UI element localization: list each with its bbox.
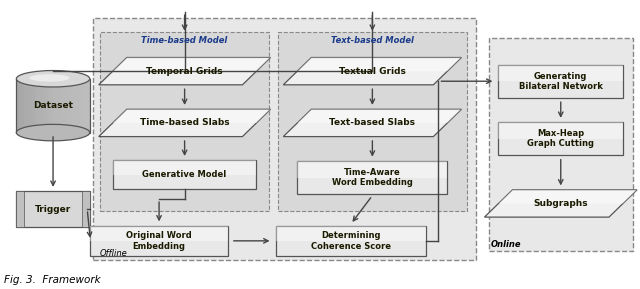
Bar bbox=[298, 161, 447, 194]
Polygon shape bbox=[113, 109, 271, 123]
Polygon shape bbox=[284, 109, 461, 137]
Text: Textual Grids: Textual Grids bbox=[339, 67, 406, 76]
Bar bbox=[45, 79, 49, 133]
Bar bbox=[68, 79, 72, 133]
Polygon shape bbox=[298, 58, 461, 71]
Bar bbox=[17, 79, 90, 133]
Bar bbox=[20, 79, 24, 133]
Bar bbox=[24, 79, 28, 133]
Polygon shape bbox=[298, 109, 461, 123]
Bar bbox=[499, 65, 623, 81]
Bar bbox=[49, 79, 53, 133]
Text: Original Word
Embedding: Original Word Embedding bbox=[126, 231, 192, 251]
Text: Generating
Bilateral Network: Generating Bilateral Network bbox=[519, 71, 603, 91]
Bar bbox=[60, 79, 64, 133]
Bar bbox=[42, 79, 45, 133]
Text: Offline: Offline bbox=[100, 249, 127, 258]
Text: Max-Heap
Graph Cutting: Max-Heap Graph Cutting bbox=[527, 129, 595, 149]
Bar bbox=[57, 79, 60, 133]
Bar bbox=[83, 79, 86, 133]
Bar bbox=[86, 79, 90, 133]
Bar bbox=[75, 79, 79, 133]
Bar bbox=[17, 191, 24, 227]
Bar bbox=[276, 226, 426, 241]
Text: Dataset: Dataset bbox=[33, 101, 73, 110]
Bar bbox=[113, 160, 257, 189]
Bar bbox=[28, 79, 31, 133]
Text: Time-Aware
Word Embedding: Time-Aware Word Embedding bbox=[332, 168, 413, 187]
Polygon shape bbox=[113, 58, 271, 71]
Polygon shape bbox=[99, 58, 271, 85]
Bar bbox=[64, 79, 68, 133]
FancyBboxPatch shape bbox=[93, 18, 476, 260]
Polygon shape bbox=[484, 190, 637, 217]
Text: Temporal Grids: Temporal Grids bbox=[147, 67, 223, 76]
FancyBboxPatch shape bbox=[278, 32, 467, 211]
Bar bbox=[17, 191, 90, 227]
Text: Determining
Coherence Score: Determining Coherence Score bbox=[310, 231, 390, 251]
Polygon shape bbox=[499, 190, 637, 203]
Bar bbox=[90, 226, 228, 241]
Text: Time-based Slabs: Time-based Slabs bbox=[140, 118, 229, 127]
Bar bbox=[79, 79, 83, 133]
Bar bbox=[90, 226, 228, 256]
Bar bbox=[17, 79, 20, 133]
Text: Generative Model: Generative Model bbox=[143, 170, 227, 179]
Bar bbox=[53, 79, 57, 133]
Bar bbox=[499, 122, 623, 155]
Text: Fig. 3.  Framework: Fig. 3. Framework bbox=[4, 275, 100, 286]
Bar bbox=[276, 226, 426, 256]
Bar bbox=[17, 79, 90, 133]
FancyBboxPatch shape bbox=[489, 38, 633, 251]
Bar bbox=[31, 79, 35, 133]
Polygon shape bbox=[99, 109, 271, 137]
Polygon shape bbox=[284, 58, 461, 85]
Text: Time-based Model: Time-based Model bbox=[141, 36, 228, 45]
Bar bbox=[499, 65, 623, 98]
Text: Text-based Slabs: Text-based Slabs bbox=[330, 118, 415, 127]
Bar bbox=[83, 191, 90, 227]
Bar bbox=[298, 161, 447, 177]
Bar bbox=[72, 79, 75, 133]
FancyBboxPatch shape bbox=[100, 32, 269, 211]
Ellipse shape bbox=[29, 74, 70, 81]
Bar bbox=[38, 79, 42, 133]
Text: Trigger: Trigger bbox=[35, 205, 71, 214]
Ellipse shape bbox=[17, 71, 90, 87]
Text: Text-based Model: Text-based Model bbox=[331, 36, 414, 45]
Bar bbox=[35, 79, 38, 133]
Ellipse shape bbox=[17, 124, 90, 141]
Bar bbox=[499, 122, 623, 139]
Text: Online: Online bbox=[490, 240, 521, 249]
Bar bbox=[113, 160, 257, 175]
Text: Subgraphs: Subgraphs bbox=[534, 199, 588, 208]
